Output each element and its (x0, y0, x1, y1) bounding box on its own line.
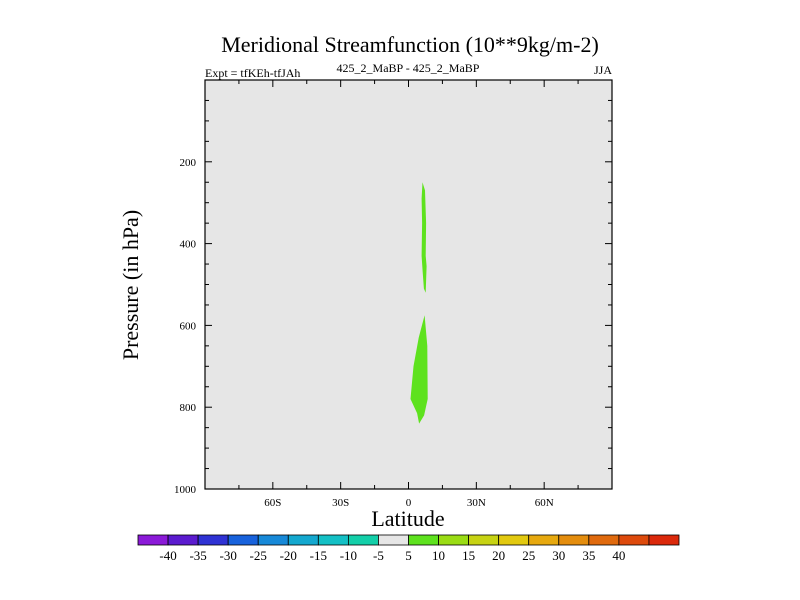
y-tick-label: 400 (180, 239, 197, 251)
colorbar-label: 15 (462, 548, 475, 563)
colorbar-box (347, 534, 379, 546)
colorbar-box (408, 534, 439, 546)
colorbar-box (588, 534, 620, 546)
colorbar-label: -40 (159, 548, 176, 563)
colorbar-label: 5 (405, 548, 412, 563)
x-tick-label: 60S (264, 497, 281, 509)
x-axis-label: Latitude (371, 506, 444, 531)
colorbar-box (558, 534, 590, 546)
contour-region-0 (421, 182, 427, 293)
colorbar-label: 20 (492, 548, 505, 563)
colorbar-box (378, 534, 409, 546)
colorbar-box (137, 534, 169, 546)
y-tick-label: 1000 (174, 484, 197, 496)
case-label: 425_2_MaBP - 425_2_MaBP (337, 61, 480, 75)
colorbar-box (257, 534, 289, 546)
axis-ticks: 60S 30S 0 30N 60N 200 400 600 800 1000 (174, 80, 613, 509)
colorbar-label: -20 (280, 548, 297, 563)
colorbar-box (618, 534, 650, 546)
colorbar-label: 35 (582, 548, 595, 563)
colorbar: -40 -35 -30 -25 -20 -15 -10 -5 5 10 15 20 25 30 35 40 (137, 534, 680, 563)
colorbar-box (648, 534, 680, 546)
season-label: JJA (594, 63, 612, 77)
colorbar-box (197, 534, 229, 546)
colorbar-box (227, 534, 259, 546)
colorbar-box (468, 534, 500, 546)
colorbar-box (287, 534, 319, 546)
y-tick-label: 200 (180, 157, 197, 169)
x-tick-label: 0 (406, 497, 412, 509)
contour-region-1 (410, 315, 428, 424)
colorbar-box (528, 534, 560, 546)
colorbar-label: -35 (189, 548, 206, 563)
y-tick-label: 600 (180, 320, 197, 332)
colorbar-box (498, 534, 530, 546)
plot-area (205, 80, 612, 489)
y-axis-label: Pressure (in hPa) (118, 210, 143, 360)
colorbar-label: -25 (250, 548, 267, 563)
colorbar-box (317, 534, 349, 546)
colorbar-label: 40 (612, 548, 625, 563)
colorbar-label: -30 (219, 548, 236, 563)
experiment-label: Expt = tfKEh-tfJAh (205, 66, 300, 80)
x-tick-label: 30N (467, 497, 486, 509)
colorbar-label: 10 (432, 548, 445, 563)
x-tick-label: 30S (332, 497, 349, 509)
colorbar-label: -10 (340, 548, 357, 563)
colorbar-label: -5 (373, 548, 384, 563)
colorbar-label: -15 (310, 548, 327, 563)
chart-title: Meridional Streamfunction (10**9kg/m-2) (221, 32, 599, 57)
filled-contours (410, 182, 428, 424)
colorbar-box (438, 534, 470, 546)
y-tick-label: 800 (180, 402, 197, 414)
colorbar-label: 30 (552, 548, 565, 563)
x-tick-label: 60N (535, 497, 554, 509)
colorbar-label: 25 (522, 548, 535, 563)
colorbar-box (167, 534, 199, 546)
